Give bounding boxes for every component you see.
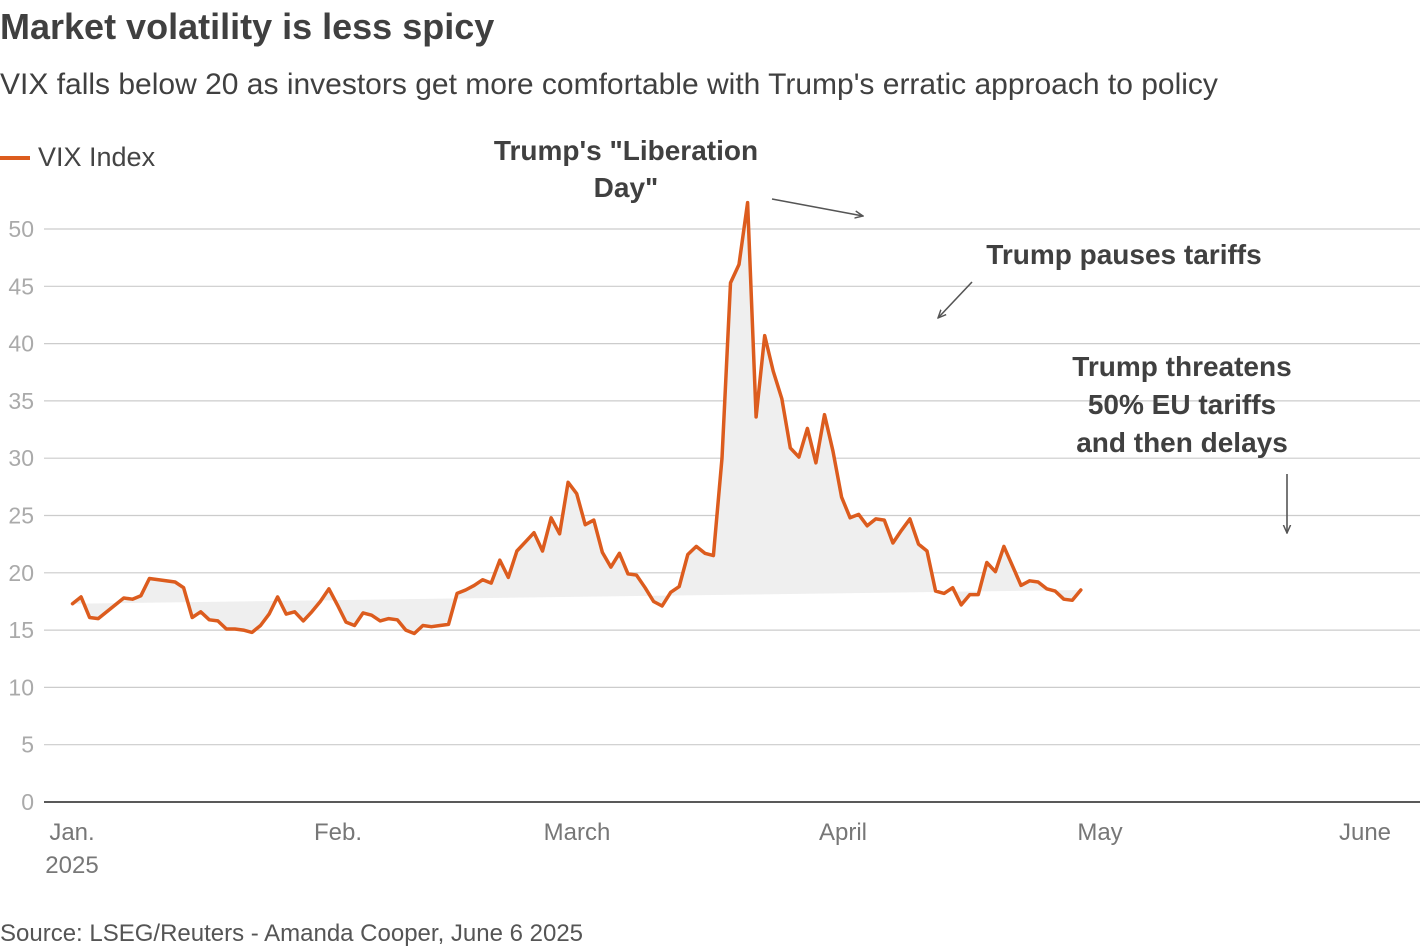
- y-tick-label-5: 5: [21, 732, 34, 758]
- y-tick-label-15: 15: [8, 617, 34, 643]
- x-tick-sublabel-0: 2025: [45, 852, 98, 879]
- annotation-2-line-0: Trump threatens: [1072, 351, 1291, 382]
- x-tick-label-3: April: [819, 819, 867, 846]
- annotation-2-line-1: 50% EU tariffs: [1088, 389, 1276, 420]
- legend: VIX Index: [0, 142, 155, 173]
- x-tick-label-4: May: [1077, 819, 1122, 846]
- x-tick-label-0: Jan.: [49, 819, 94, 846]
- y-tick-label-50: 50: [8, 216, 34, 242]
- annotation-arrow-0: [771, 198, 863, 216]
- annotation-2-line-2: and then delays: [1076, 427, 1288, 458]
- annotations: Trump's "Liberation Day" Trump pauses tari…: [494, 135, 1292, 533]
- y-tick-label-25: 25: [8, 503, 34, 529]
- y-tick-label-10: 10: [8, 674, 34, 700]
- x-tick-label-5: June: [1339, 819, 1391, 846]
- y-tick-label-45: 45: [8, 273, 34, 299]
- x-axis-ticks: Jan. 2025 Feb. March April May June: [45, 819, 1391, 879]
- series-line-layer: [70, 200, 1083, 636]
- annotation-0-line-0: Trump's "Liberation: [494, 135, 758, 166]
- y-tick-label-40: 40: [8, 331, 34, 357]
- y-tick-label-30: 30: [8, 445, 34, 471]
- chart-title: Market volatility is less spicy: [0, 6, 495, 47]
- annotation-arrow-1: [938, 281, 973, 318]
- y-tick-label-0: 0: [21, 789, 34, 815]
- annotation-0-line-1: Day": [594, 172, 659, 203]
- legend-swatch-vix: [0, 155, 30, 160]
- source-note: Source: LSEG/Reuters - Amanda Cooper, Ju…: [0, 920, 584, 947]
- y-tick-label-35: 35: [8, 388, 34, 414]
- vix-area: [72, 202, 1081, 634]
- annotation-1-line-0: Trump pauses tariffs: [986, 239, 1261, 270]
- chart-subtitle: VIX falls below 20 as investors get more…: [0, 68, 1218, 101]
- legend-label-vix: VIX Index: [38, 142, 156, 172]
- vix-series-line: [70, 200, 1083, 636]
- x-tick-label-2: March: [544, 819, 611, 846]
- area-fill-layer: [72, 202, 1081, 634]
- x-tick-label-1: Feb.: [314, 819, 362, 846]
- y-tick-label-20: 20: [8, 560, 34, 586]
- y-axis-ticks: 0 5 10 15 20 25 30 35 40 45 50: [8, 216, 34, 815]
